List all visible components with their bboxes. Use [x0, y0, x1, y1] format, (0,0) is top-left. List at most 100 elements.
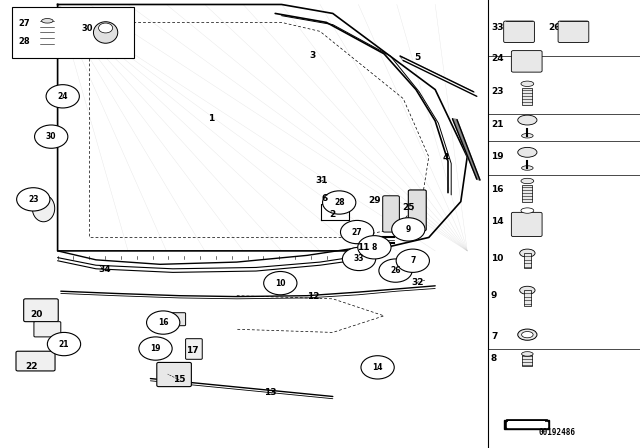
Circle shape: [379, 259, 412, 282]
Text: 27: 27: [18, 19, 29, 28]
FancyBboxPatch shape: [511, 51, 542, 72]
Ellipse shape: [518, 115, 537, 125]
Text: 4: 4: [442, 153, 449, 162]
Text: 7: 7: [410, 256, 415, 265]
Text: 24: 24: [58, 92, 68, 101]
Circle shape: [17, 188, 50, 211]
Circle shape: [264, 271, 297, 295]
Ellipse shape: [520, 249, 535, 257]
Text: 23: 23: [28, 195, 38, 204]
Text: 14: 14: [372, 363, 383, 372]
Bar: [12, 7, 134, 58]
Text: 15: 15: [173, 375, 186, 384]
Text: 2: 2: [330, 210, 336, 219]
FancyBboxPatch shape: [504, 21, 534, 43]
Circle shape: [342, 247, 376, 271]
Text: 1: 1: [208, 114, 214, 123]
FancyBboxPatch shape: [157, 362, 191, 387]
FancyBboxPatch shape: [186, 339, 202, 359]
Text: 8: 8: [491, 354, 497, 363]
Ellipse shape: [521, 178, 534, 184]
Bar: [524, 253, 531, 268]
Text: 19: 19: [150, 344, 161, 353]
Ellipse shape: [42, 18, 53, 23]
Bar: [522, 355, 532, 366]
FancyBboxPatch shape: [34, 322, 61, 337]
Circle shape: [47, 332, 81, 356]
Ellipse shape: [522, 352, 533, 356]
Circle shape: [46, 85, 79, 108]
Polygon shape: [504, 420, 549, 429]
Ellipse shape: [522, 166, 533, 170]
Text: 9: 9: [491, 291, 497, 300]
Text: 8: 8: [372, 243, 377, 252]
Circle shape: [358, 236, 391, 259]
Text: 24: 24: [491, 54, 504, 63]
Circle shape: [396, 249, 429, 272]
Text: 26: 26: [548, 23, 561, 32]
Text: 00192486: 00192486: [538, 428, 575, 437]
FancyBboxPatch shape: [558, 21, 589, 43]
Text: 34: 34: [98, 265, 111, 274]
Text: 29: 29: [368, 196, 381, 205]
Text: 23: 23: [491, 87, 504, 96]
Text: 30: 30: [46, 132, 56, 141]
Polygon shape: [507, 422, 547, 427]
Bar: [508, 421, 545, 428]
Ellipse shape: [518, 147, 537, 157]
Ellipse shape: [99, 23, 113, 33]
Text: 32: 32: [411, 278, 424, 287]
Polygon shape: [58, 4, 467, 251]
FancyBboxPatch shape: [408, 190, 426, 231]
Circle shape: [139, 337, 172, 360]
Text: 13: 13: [264, 388, 276, 396]
Text: 17: 17: [186, 346, 198, 355]
Text: 14: 14: [491, 217, 504, 226]
Ellipse shape: [521, 208, 534, 213]
Text: 12: 12: [307, 292, 320, 301]
Polygon shape: [452, 119, 480, 180]
Text: 16: 16: [491, 185, 504, 194]
Circle shape: [361, 356, 394, 379]
Circle shape: [147, 311, 180, 334]
Text: 10: 10: [275, 279, 285, 288]
Text: 33: 33: [354, 254, 364, 263]
Text: 10: 10: [491, 254, 503, 263]
Ellipse shape: [32, 195, 55, 222]
Text: 25: 25: [402, 203, 415, 212]
FancyBboxPatch shape: [16, 351, 55, 371]
Text: 21: 21: [491, 120, 504, 129]
Text: 28: 28: [334, 198, 344, 207]
Text: 11: 11: [357, 243, 370, 252]
Text: 20: 20: [30, 310, 43, 319]
Text: 28: 28: [18, 37, 29, 46]
Bar: [524, 290, 531, 306]
Text: 7: 7: [491, 332, 497, 341]
Ellipse shape: [522, 332, 533, 338]
FancyBboxPatch shape: [164, 313, 186, 326]
Text: 21: 21: [59, 340, 69, 349]
Circle shape: [323, 191, 356, 214]
Polygon shape: [403, 58, 479, 99]
Bar: [506, 419, 547, 429]
Circle shape: [392, 218, 425, 241]
Text: 19: 19: [491, 152, 504, 161]
Text: 33: 33: [491, 23, 504, 32]
Text: 27: 27: [352, 228, 362, 237]
Circle shape: [35, 125, 68, 148]
Text: 31: 31: [316, 176, 328, 185]
Text: 30: 30: [82, 23, 93, 33]
Text: 9: 9: [406, 225, 411, 234]
Ellipse shape: [522, 134, 533, 138]
Text: 26: 26: [390, 266, 401, 275]
Text: 6: 6: [321, 194, 328, 203]
FancyBboxPatch shape: [383, 196, 399, 232]
Polygon shape: [400, 56, 477, 96]
Circle shape: [340, 220, 374, 244]
Ellipse shape: [93, 22, 118, 43]
FancyBboxPatch shape: [24, 299, 58, 322]
Text: 16: 16: [158, 318, 168, 327]
Bar: [522, 88, 532, 105]
Ellipse shape: [518, 329, 537, 340]
FancyBboxPatch shape: [511, 212, 542, 237]
